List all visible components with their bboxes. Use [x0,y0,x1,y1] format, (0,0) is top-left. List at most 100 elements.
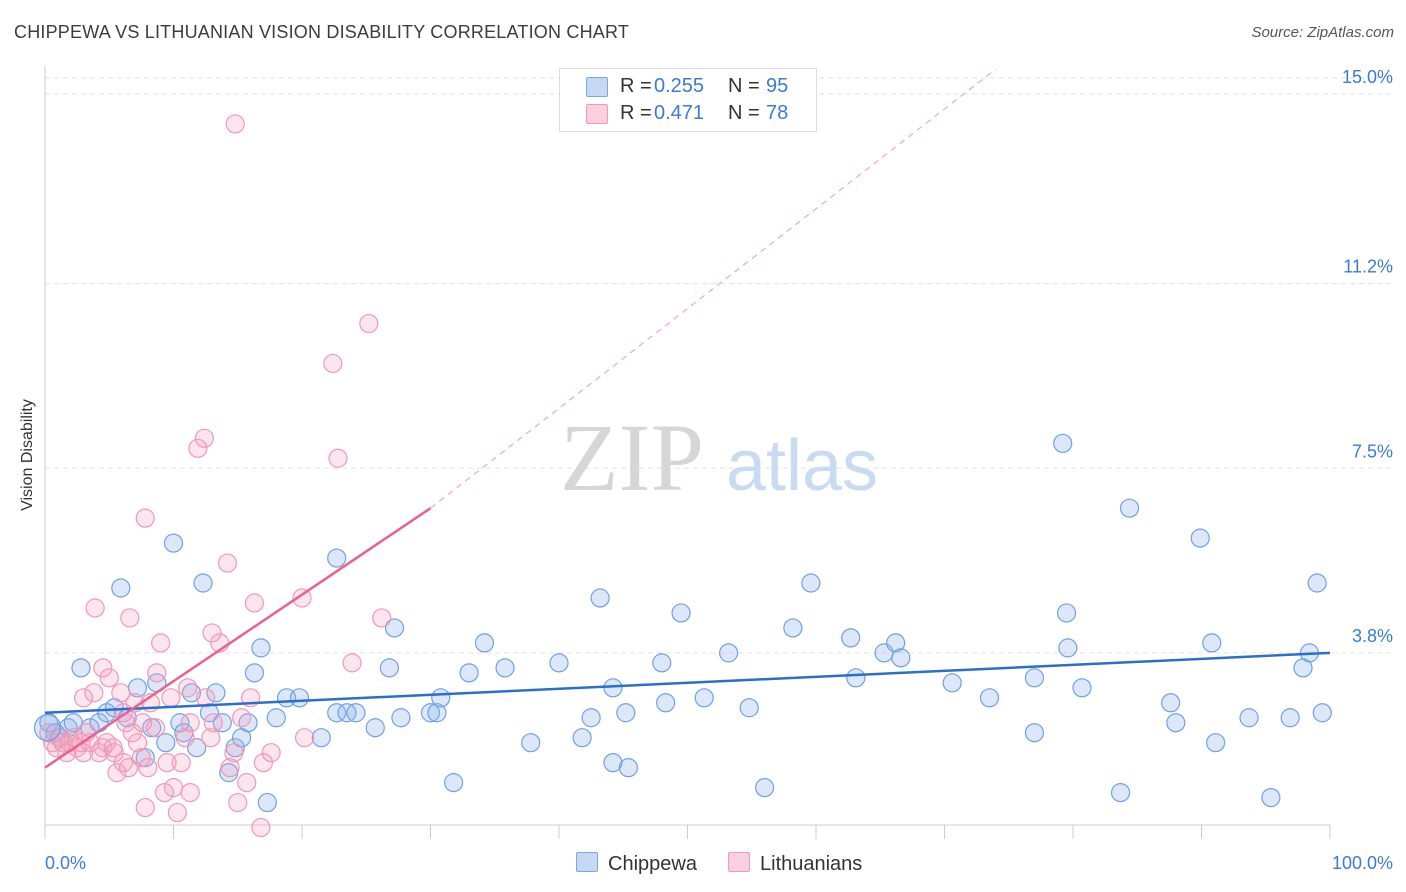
chippewa-point [549,653,569,673]
chippewa-point [671,603,691,623]
bottom-legend-lithuanians: Lithuanians [728,852,862,878]
lithuanians-point [220,758,240,778]
chippewa-point [459,663,479,683]
chippewa-point [379,658,399,678]
chippewa-point [311,728,331,748]
lithuanians-point [372,608,392,628]
lithuanians-point [188,438,208,458]
lithuanians-point [203,713,223,733]
chippewa-point [1119,498,1140,518]
lithuanians-point [73,688,94,708]
y-tick-label: 11.2% [1343,257,1393,277]
lithuanians-point [180,713,200,733]
legend-r-label: R = [620,102,652,124]
lithuanians-point [253,753,274,773]
bottom-legend-chippewa: Chippewa [576,852,697,878]
chippewa-point [572,728,592,748]
lithuanians-point [194,428,214,448]
chippewa-point [581,708,601,728]
lithuanians-point [232,708,252,728]
chippewa-point [1024,668,1045,688]
lithuanians-point [138,758,158,778]
lithuanians-point [120,608,140,628]
chippewa-point [618,758,638,778]
lithuanians-point [217,553,238,573]
x-tick-label-max: 100.0% [1332,853,1393,873]
chippewa-point [841,628,861,648]
lithuanians-point [163,778,184,798]
lithuanians-point [359,313,379,334]
bottom-legend-label-chippewa: Chippewa [608,853,697,875]
chippewa-point [1024,723,1045,743]
lithuanians-point [104,743,124,763]
lithuanians-point [225,114,245,134]
chippewa-point [1239,708,1259,728]
chippewa-point [1072,678,1092,698]
legend-r-value: 0.471 [654,102,705,124]
watermark: ZIP atlas [560,404,878,511]
lithuanians-point [107,763,127,783]
chippewa-point [891,648,911,668]
chippewa-point [1202,633,1222,653]
chippewa-point [603,753,623,773]
lithuanians-point [328,448,348,468]
lithuanians-point [97,733,117,753]
lithuanians-point [261,743,281,763]
chippewa-point [521,733,541,753]
legend-n-value: 95 [766,75,789,97]
chart-title: CHIPPEWA VS LITHUANIAN VISION DISABILITY… [14,22,630,42]
chippewa-point [163,533,184,553]
chippewa-point [327,703,347,723]
axes [44,66,1331,839]
chippewa-trend-line [44,651,1331,715]
chippewa-point [1161,693,1181,713]
chippewa-point [1312,703,1332,723]
chippewa-point [846,668,866,688]
chippewa-point [1110,782,1131,803]
chippewa-point [783,618,803,638]
lithuanians-point [244,593,265,613]
chippewa-point [1261,787,1281,808]
grid-lines [45,77,1395,654]
lithuanians-point [133,713,153,733]
chippewa-point [474,633,495,653]
lithuanians-point [73,743,94,763]
lithuanians-point [342,653,362,673]
lithuanians-point [224,743,244,763]
chippewa-point [427,703,447,723]
lithuanians-point [154,782,175,803]
lithuanians-point [292,588,312,608]
chippewa-point [1206,733,1226,753]
chippewa-point [1307,573,1327,593]
legend-n-value: 78 [766,102,789,124]
chippewa-point [365,718,385,738]
legend-box: R = 0.255 N = 95 R = 0.471 N = 78 [559,68,817,132]
lithuanians-point [175,728,195,748]
chippewa-point [656,693,676,713]
lithuanians-point [171,753,191,773]
watermark-atlas: atlas [726,426,878,506]
lithuanians-point [127,733,148,753]
chippewa-point [1190,528,1210,548]
lithuanians-point [202,623,222,643]
chippewa-point [266,708,286,728]
chippewa-point [942,673,962,693]
trend-lines [44,68,1331,769]
legend-n-label: N = [728,102,760,124]
lithuanians-point [178,678,198,698]
lithuanians-trend-extension [430,68,997,509]
chippewa-point [206,683,226,703]
y-tick-label: 7.5% [1352,441,1393,461]
bottom-legend-label-lithuanians: Lithuanians [760,853,863,875]
chippewa-point [1058,638,1078,658]
lithuanians-point [196,688,216,708]
lithuanians-point [118,758,139,778]
chippewa-point [170,713,190,733]
lithuanians-point [99,668,119,688]
lithuanians-point [111,683,131,703]
lithuanians-trend-line [44,507,432,769]
data-points [33,114,1332,838]
legend-n-label: N = [728,75,760,97]
lithuanians-point [167,802,187,823]
